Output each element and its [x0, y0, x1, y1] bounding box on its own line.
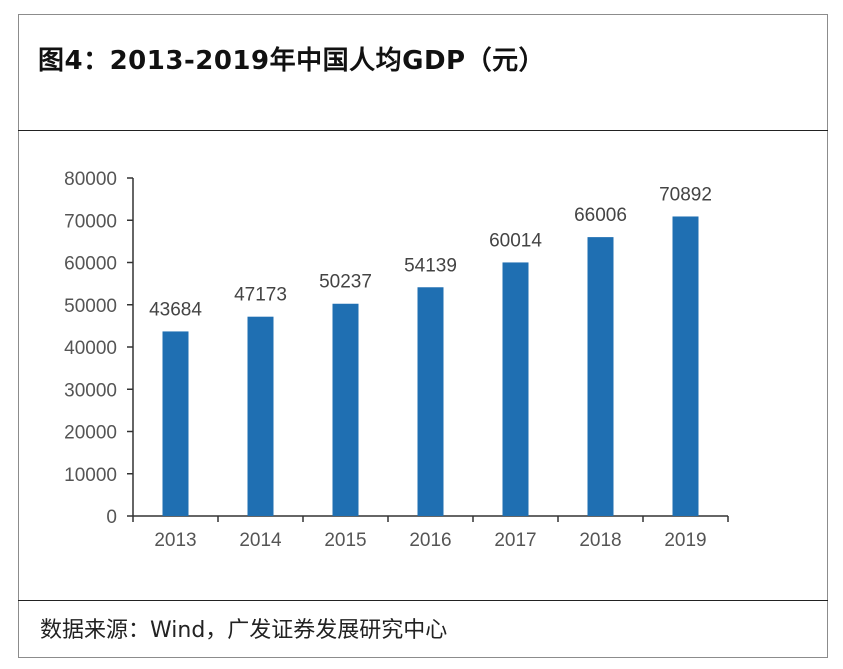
figure-frame	[18, 14, 828, 658]
figure-title: 图4：2013-2019年中国人均GDP（元）	[38, 46, 546, 76]
bar-2014	[247, 316, 274, 516]
y-tick-label: 10000	[64, 465, 117, 486]
x-tick-label-2017: 2017	[494, 530, 536, 551]
y-tick-label: 60000	[64, 254, 117, 275]
x-tick-label-2013: 2013	[154, 530, 196, 551]
y-tick-label: 70000	[64, 211, 117, 232]
data-label-2017: 60014	[489, 230, 542, 251]
bar-2017	[502, 262, 529, 516]
x-tick-label-2018: 2018	[579, 530, 621, 551]
bar-2018	[587, 237, 614, 517]
x-tick-label-2014: 2014	[239, 530, 282, 551]
data-label-2014: 47173	[234, 285, 287, 306]
bars	[162, 216, 699, 517]
x-tick-label-2019: 2019	[664, 530, 706, 551]
data-labels: 43684 47173 50237 54139 60014 66006 70892	[149, 184, 712, 320]
data-label-2015: 50237	[319, 272, 372, 293]
data-label-2019: 70892	[659, 184, 712, 205]
bar-2015	[332, 303, 359, 516]
y-tick-label: 30000	[64, 380, 117, 401]
bar-2019	[672, 216, 699, 516]
bar-2016	[417, 287, 444, 516]
y-tick-label: 0	[106, 507, 117, 528]
y-tick-label: 20000	[64, 423, 117, 444]
y-axis: 0 10000 20000 30000 40000 50000 60000 70000 8000…	[64, 169, 134, 528]
data-label-2016: 54139	[404, 255, 457, 276]
data-label-2013: 43684	[149, 299, 202, 320]
y-tick-label: 80000	[64, 169, 117, 190]
y-tick-label: 40000	[64, 338, 117, 359]
bar-2013	[162, 331, 189, 516]
source-divider	[18, 600, 828, 601]
y-tick-label: 50000	[64, 296, 117, 317]
x-axis: 2013 2014 2015 2016 2017 2018 2019	[132, 515, 729, 551]
source-note: 数据来源：Wind，广发证券发展研究中心	[40, 618, 448, 643]
data-label-2018: 66006	[574, 205, 627, 226]
x-tick-label-2015: 2015	[324, 530, 366, 551]
x-tick-label-2016: 2016	[409, 530, 451, 551]
title-divider	[18, 130, 828, 131]
